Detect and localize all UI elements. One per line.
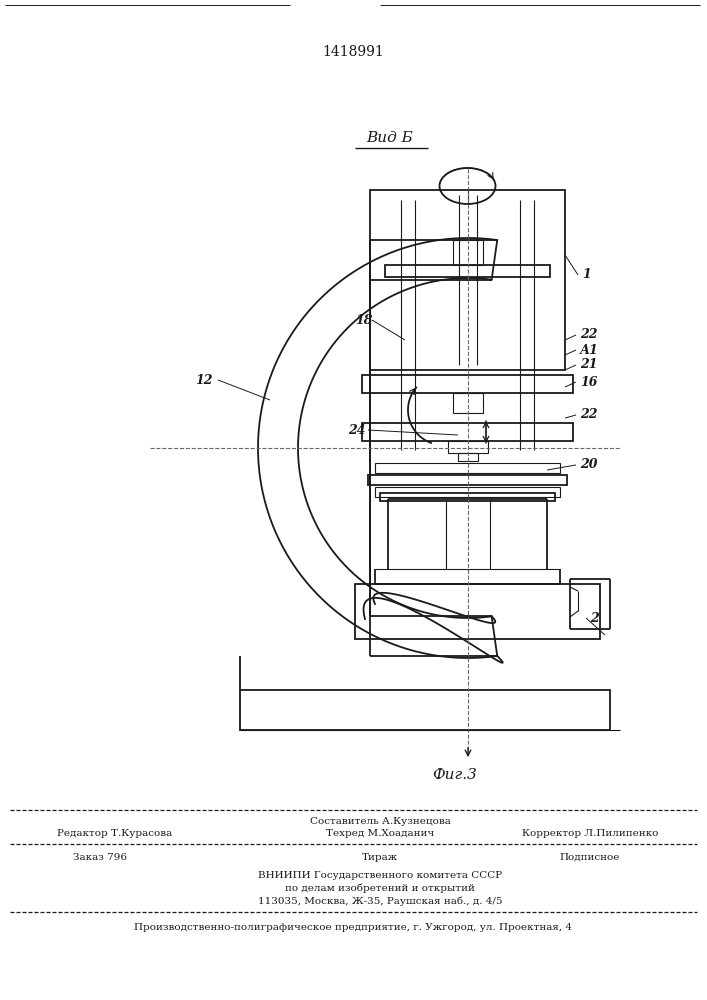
Bar [370, 190, 565, 370]
Bar [362, 375, 573, 393]
Text: по делам изобретений и открытий: по делам изобретений и открытий [285, 883, 475, 893]
Bar [355, 584, 600, 639]
Text: 113035, Москва, Ж-35, Раушская наб., д. 4/5: 113035, Москва, Ж-35, Раушская наб., д. … [258, 896, 502, 906]
Text: Тираж: Тираж [362, 852, 398, 861]
Text: 18: 18 [355, 314, 373, 326]
Text: 21: 21 [580, 359, 597, 371]
Text: 12: 12 [195, 373, 213, 386]
Bar [448, 441, 488, 453]
Text: Техред М.Хоаданич: Техред М.Хоаданич [326, 830, 434, 838]
Text: 16: 16 [580, 375, 597, 388]
Bar [368, 475, 567, 485]
Bar [375, 463, 560, 473]
Text: Производственно-полиграфическое предприятие, г. Ужгород, ул. Проектная, 4: Производственно-полиграфическое предприя… [134, 924, 572, 932]
Bar [375, 487, 560, 497]
Text: 1418991: 1418991 [322, 45, 384, 59]
Text: Составитель А.Кузнецова: Составитель А.Кузнецова [310, 818, 450, 826]
Bar [362, 423, 573, 441]
Bar [453, 240, 483, 265]
Text: 24: 24 [348, 424, 366, 436]
Bar [380, 493, 555, 501]
Bar [453, 393, 483, 413]
Text: 22: 22 [580, 408, 597, 422]
Text: 2: 2 [590, 611, 599, 624]
Bar [240, 690, 610, 730]
Text: 1: 1 [582, 268, 591, 282]
Text: ВНИИПИ Государственного комитета СССР: ВНИИПИ Государственного комитета СССР [258, 870, 502, 880]
Text: Подписное: Подписное [560, 852, 620, 861]
Text: Вид Б: Вид Б [366, 131, 414, 145]
Text: Корректор Л.Пилипенко: Корректор Л.Пилипенко [522, 830, 658, 838]
Bar [458, 453, 478, 461]
Text: Заказ 796: Заказ 796 [73, 852, 127, 861]
Bar [385, 265, 550, 277]
Text: 20: 20 [580, 458, 597, 472]
Text: Фиг.3: Фиг.3 [433, 768, 477, 782]
Text: 22: 22 [580, 328, 597, 342]
Text: А1: А1 [580, 344, 599, 357]
Text: Редактор Т.Курасова: Редактор Т.Курасова [57, 830, 173, 838]
